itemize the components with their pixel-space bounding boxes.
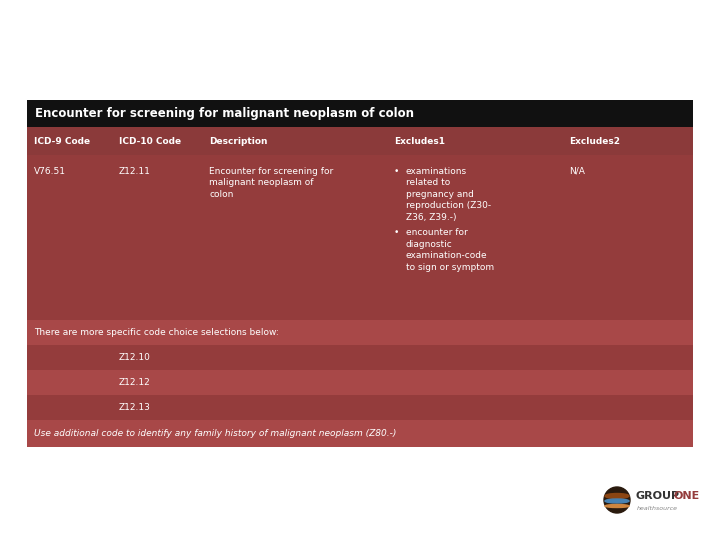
Ellipse shape xyxy=(605,494,629,498)
Ellipse shape xyxy=(605,499,629,503)
Bar xyxy=(27,100,693,127)
Text: Encounter for screening for malignant neoplasm of colon: Encounter for screening for malignant ne… xyxy=(35,107,414,120)
Text: ONE: ONE xyxy=(673,491,699,501)
Bar xyxy=(27,127,693,155)
Text: •: • xyxy=(394,228,400,238)
Text: Z12.13: Z12.13 xyxy=(119,403,151,412)
Text: Encounter for screening for
malignant neoplasm of
colon: Encounter for screening for malignant ne… xyxy=(209,167,333,199)
Circle shape xyxy=(604,487,630,513)
Text: ICD-10 Code: ICD-10 Code xyxy=(119,137,181,145)
Text: GROUP: GROUP xyxy=(635,491,679,501)
Text: ICD-9 Code: ICD-9 Code xyxy=(34,137,90,145)
Bar xyxy=(27,370,693,395)
Bar xyxy=(27,155,693,320)
Text: •: • xyxy=(394,167,400,176)
Text: N/A: N/A xyxy=(569,167,585,176)
Text: Use additional code to identify any family history of malignant neoplasm (Z80.-): Use additional code to identify any fami… xyxy=(34,429,397,438)
Text: Excludes1: Excludes1 xyxy=(394,137,445,145)
Text: encounter for
diagnostic
examination-code
to sign or symptom: encounter for diagnostic examination-cod… xyxy=(406,228,494,272)
Ellipse shape xyxy=(605,504,629,508)
Text: Z12.12: Z12.12 xyxy=(119,378,150,387)
Text: Excludes2: Excludes2 xyxy=(569,137,620,145)
Text: There are more specific code choice selections below:: There are more specific code choice sele… xyxy=(34,328,279,337)
Bar xyxy=(27,345,693,370)
Text: Z12.11: Z12.11 xyxy=(119,167,151,176)
Text: healthsource: healthsource xyxy=(637,505,678,510)
Bar xyxy=(27,320,693,345)
Bar xyxy=(27,420,693,447)
Bar xyxy=(27,395,693,420)
Text: Description: Description xyxy=(209,137,268,145)
Text: examinations
related to
pregnancy and
reproduction (Z30-
Z36, Z39.-): examinations related to pregnancy and re… xyxy=(406,167,491,222)
Text: V76.51: V76.51 xyxy=(34,167,66,176)
Text: Z12.10: Z12.10 xyxy=(119,353,151,362)
